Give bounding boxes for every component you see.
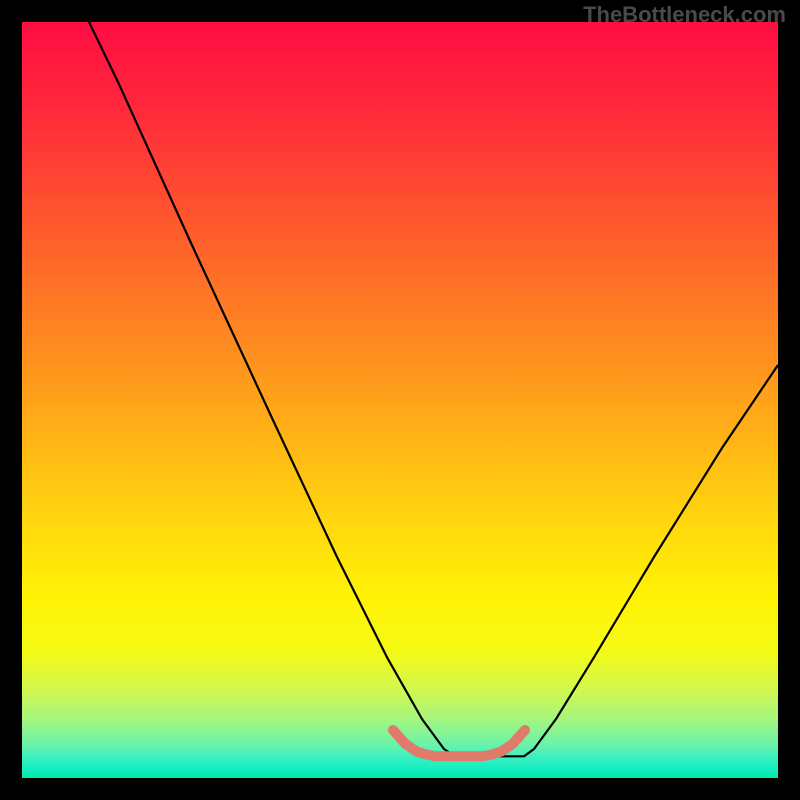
chart-root: TheBottleneck.com [0,0,800,800]
frame-bottom [0,778,800,800]
chart-svg [22,22,778,778]
bottom-marker [393,730,525,756]
frame-right [778,22,800,778]
gradient-rect [22,22,778,778]
plot-area [22,22,778,778]
bottleneck-curve [89,22,778,756]
frame-left [0,22,22,778]
watermark-text: TheBottleneck.com [583,2,786,28]
